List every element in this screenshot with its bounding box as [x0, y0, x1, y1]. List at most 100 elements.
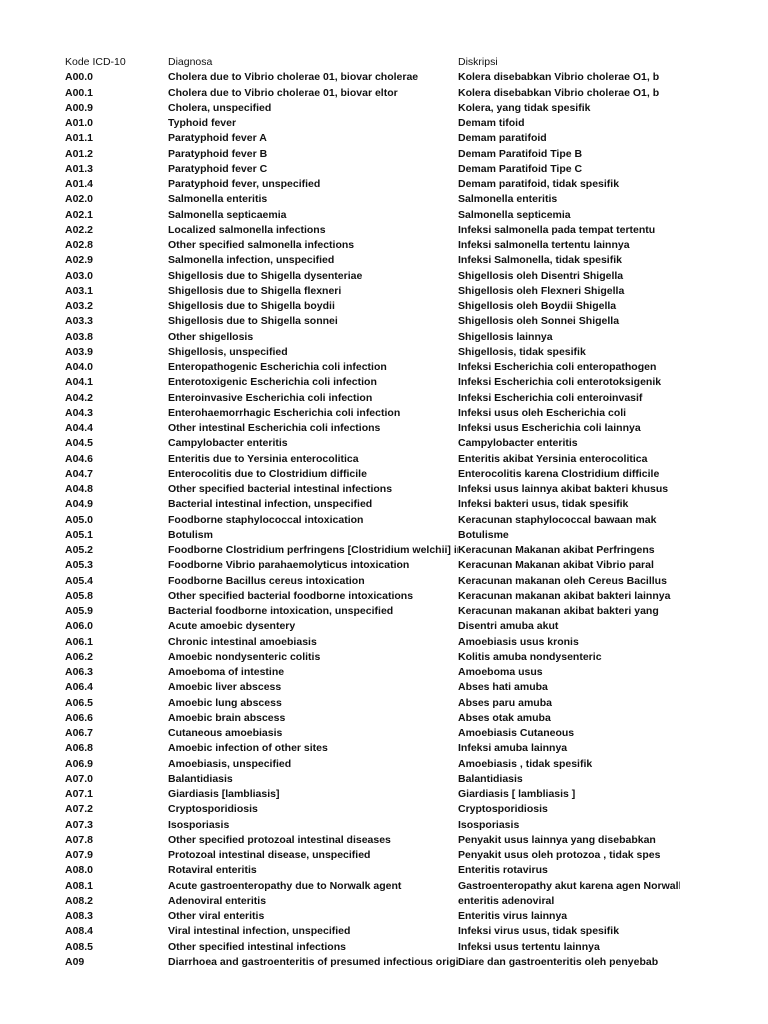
- cell-diagnosis: Cryptosporidiosis: [168, 803, 258, 816]
- cell-description: Kolera disebabkan Vibrio cholerae O1, b: [458, 71, 660, 84]
- cell-description: Enteritis akibat Yersinia enterocolitica: [458, 452, 648, 465]
- cell-description: Shigellosis, tidak spesifik: [458, 345, 586, 358]
- cell-description: Kolitis amuba nondysenteric: [458, 650, 602, 663]
- cell-description: Demam paratifoid: [458, 132, 547, 145]
- cell-diagnosis: Enterotoxigenic Escherichia coli infecti…: [168, 376, 377, 389]
- cell-diagnosis: Amoebic lung abscess: [168, 696, 282, 709]
- cell-code: A05.8: [65, 589, 94, 602]
- cell-code: A03.1: [65, 284, 94, 297]
- cell-description: Amoebiasis , tidak spesifik: [458, 757, 593, 770]
- cell-diagnosis: Campylobacter enteritis: [168, 437, 288, 450]
- cell-description: Cryptosporidiosis: [458, 803, 548, 816]
- cell-description: Amoebiasis usus kronis: [458, 635, 579, 648]
- cell-description: Shigellosis lainnya: [458, 330, 553, 343]
- table-header: Kode ICD-10 Diagnosa Diskripsi: [65, 55, 680, 70]
- table-row: A06.6 Amoebic brain abscess Abses otak amu…: [65, 711, 680, 726]
- cell-diagnosis: Giardiasis [lambliasis]: [168, 788, 280, 800]
- cell-diagnosis: Localized salmonella infections: [168, 223, 326, 236]
- table-row: A06.9 Amoebiasis, unspecified Amoebiasis ,…: [65, 757, 680, 772]
- cell-code: A03.2: [65, 300, 94, 312]
- cell-description: Infeksi Escherichia coli enteroinvasif: [458, 391, 643, 404]
- table-row: A00.0 Cholera due to Vibrio cholerae 01, …: [65, 70, 680, 85]
- cell-code: A03.3: [65, 315, 94, 328]
- cell-diagnosis: Balantidiasis: [168, 772, 233, 785]
- cell-code: A04.2: [65, 391, 94, 404]
- cell-code: A02.9: [65, 254, 94, 267]
- table-row: A04.9 Bacterial intestinal infection, uns…: [65, 497, 680, 512]
- cell-code: A08.2: [65, 894, 94, 907]
- header-diagnosis: Diagnosa: [168, 56, 213, 68]
- cell-code: A06.4: [65, 681, 94, 694]
- cell-diagnosis: Viral intestinal infection, unspecified: [168, 925, 351, 938]
- cell-code: A08.3: [65, 910, 94, 922]
- icd10-table: Kode ICD-10 Diagnosa Diskripsi A00.0 Chol…: [65, 55, 680, 970]
- cell-diagnosis: Typhoid fever: [168, 117, 237, 129]
- cell-code: A04.0: [65, 361, 94, 373]
- cell-code: A05.0: [65, 513, 94, 526]
- cell-code: A07.1: [65, 788, 94, 800]
- table-row: A01.0 Typhoid fever Demam tifoid: [65, 116, 680, 131]
- cell-description: Infeksi salmonella tertentu lainnya: [458, 239, 630, 251]
- cell-code: A06.2: [65, 650, 94, 663]
- cell-diagnosis: Salmonella septicaemia: [168, 208, 287, 221]
- cell-diagnosis: Other viral enteritis: [168, 910, 265, 922]
- table-row: A03.0 Shigellosis due to Shigella dysente…: [65, 269, 680, 284]
- cell-diagnosis: Enteropathogenic Escherichia coli infect…: [168, 361, 387, 373]
- cell-diagnosis: Amoebiasis, unspecified: [168, 757, 292, 770]
- cell-description: Giardiasis [ lambliasis ]: [458, 788, 576, 800]
- cell-diagnosis: Amoebic liver abscess: [168, 681, 282, 694]
- cell-code: A03.0: [65, 269, 94, 282]
- cell-diagnosis: Acute amoebic dysentery: [168, 620, 296, 633]
- table-row: A08.1 Acute gastroenteropathy due to Norw…: [65, 879, 680, 894]
- table-row: A05.9 Bacterial foodborne intoxication, u…: [65, 604, 680, 619]
- cell-code: A01.0: [65, 117, 94, 129]
- cell-description: Isosporiasis: [458, 818, 520, 831]
- cell-code: A04.6: [65, 452, 94, 465]
- cell-code: A05.3: [65, 559, 94, 572]
- cell-code: A05.2: [65, 544, 94, 556]
- cell-diagnosis: Protozoal intestinal disease, unspecifie…: [168, 849, 371, 861]
- cell-description: Shigellosis oleh Sonnei Shigella: [458, 315, 620, 328]
- cell-description: Amoeboma usus: [458, 666, 543, 678]
- cell-description: Salmonella septicemia: [458, 208, 571, 221]
- cell-code: A07.2: [65, 803, 94, 816]
- cell-description: Infeksi bakteri usus, tidak spesifik: [458, 498, 629, 511]
- cell-diagnosis: Paratyphoid fever C: [168, 162, 268, 175]
- table-row: A04.8 Other specified bacterial intestina…: [65, 482, 680, 497]
- table-row: A01.3 Paratyphoid fever C Demam Paratifoid…: [65, 162, 680, 177]
- cell-diagnosis: Diarrhoea and gastroenteritis of presume…: [168, 955, 458, 968]
- cell-description: Shigellosis oleh Disentri Shigella: [458, 269, 624, 282]
- cell-diagnosis: Enteritis due to Yersinia enterocolitica: [168, 452, 359, 465]
- cell-code: A03.8: [65, 330, 94, 343]
- cell-diagnosis: Enterocolitis due to Clostridium diffici…: [168, 467, 367, 480]
- cell-description: Penyakit usus oleh protozoa , tidak spes: [458, 849, 661, 861]
- table-row: A02.9 Salmonella infection, unspecified In…: [65, 253, 680, 268]
- cell-diagnosis: Other specified intestinal infections: [168, 940, 346, 953]
- table-row: A08.4 Viral intestinal infection, unspeci…: [65, 924, 680, 939]
- cell-description: Keracunan makanan oleh Cereus Bacillus: [458, 574, 667, 587]
- cell-description: Demam Paratifoid Tipe B: [458, 147, 583, 160]
- cell-description: Salmonella enteritis: [458, 193, 558, 206]
- cell-description: Kolera, yang tidak spesifik: [458, 101, 591, 114]
- cell-code: A06.8: [65, 742, 94, 755]
- header-code: Kode ICD-10: [65, 56, 126, 68]
- cell-description: Balantidiasis: [458, 772, 523, 785]
- cell-diagnosis: Amoeboma of intestine: [168, 666, 285, 678]
- cell-code: A07.8: [65, 833, 94, 846]
- cell-description: Infeksi usus tertentu lainnya: [458, 940, 600, 953]
- table-row: A05.8 Other specified bacterial foodborne…: [65, 589, 680, 604]
- table-row: A06.3 Amoeboma of intestine Amoeboma usus: [65, 665, 680, 680]
- table-row: A03.8 Other shigellosis Shigellosis lainny…: [65, 330, 680, 345]
- table-row: A08.5 Other specified intestinal infectio…: [65, 940, 680, 955]
- cell-description: Amoebiasis Cutaneous: [458, 727, 575, 739]
- cell-code: A09: [65, 955, 85, 968]
- cell-diagnosis: Amoebic infection of other sites: [168, 742, 328, 755]
- cell-diagnosis: Cutaneous amoebiasis: [168, 727, 283, 739]
- cell-description: Infeksi salmonella pada tempat tertentu: [458, 223, 656, 236]
- cell-diagnosis: Paratyphoid fever B: [168, 147, 268, 160]
- table-row: A04.0 Enteropathogenic Escherichia coli i…: [65, 360, 680, 375]
- table-row: A02.2 Localized salmonella infections Infe…: [65, 223, 680, 238]
- cell-code: A02.8: [65, 239, 94, 251]
- cell-description: Shigellosis oleh Boydii Shigella: [458, 300, 617, 312]
- table-row: A05.2 Foodborne Clostridium perfringens […: [65, 543, 680, 558]
